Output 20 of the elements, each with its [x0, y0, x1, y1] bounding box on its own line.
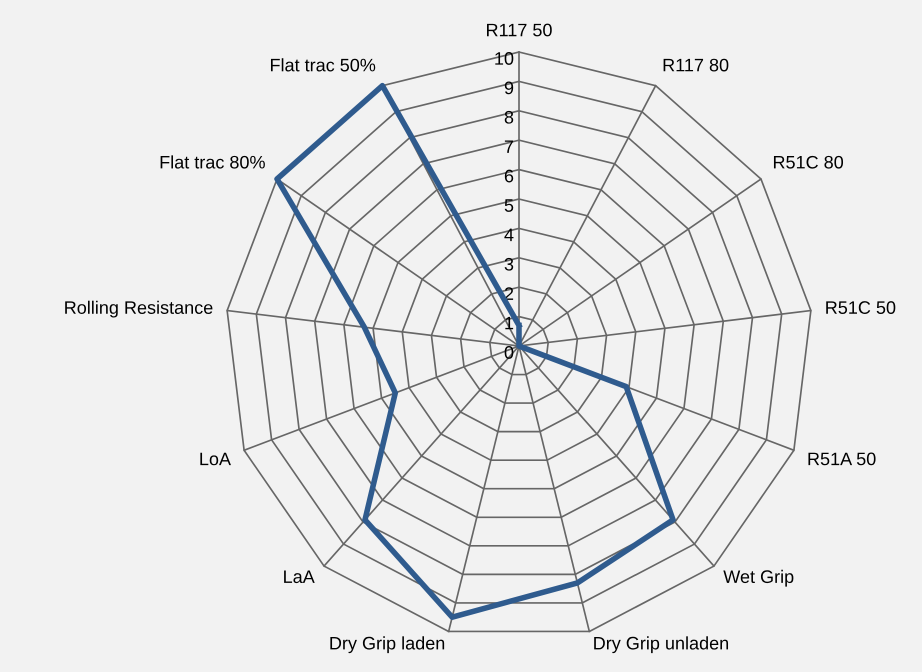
spoke-label: R117 80: [664, 58, 728, 72]
spoke-label: Flat trac 50%: [270, 58, 376, 72]
spoke-label: R51C 80: [774, 156, 844, 169]
spoke-label: R117 50: [487, 24, 552, 36]
spoke-label: LaA: [284, 570, 315, 584]
y-tick-label: 6: [504, 170, 514, 182]
spoke-label: Flat trac 80%: [160, 155, 265, 169]
spoke-label: Rolling Resistance: [65, 300, 212, 318]
y-tick-label: 9: [504, 81, 514, 94]
spoke-label: Dry Grip laden: [330, 636, 444, 654]
y-tick-label: 7: [504, 140, 514, 153]
y-tick-label: 4: [504, 228, 514, 242]
spoke-label: R51A 50: [808, 452, 876, 466]
spoke-label: R51C 50: [826, 301, 896, 314]
spoke-label: Dry Grip unladen: [594, 636, 728, 654]
y-tick-label: 3: [504, 258, 514, 271]
spoke-label: LoA: [200, 452, 231, 466]
spoke-label: Wet Grip: [723, 570, 794, 587]
y-tick-label: 5: [504, 199, 514, 212]
y-tick-label: 8: [504, 110, 514, 124]
